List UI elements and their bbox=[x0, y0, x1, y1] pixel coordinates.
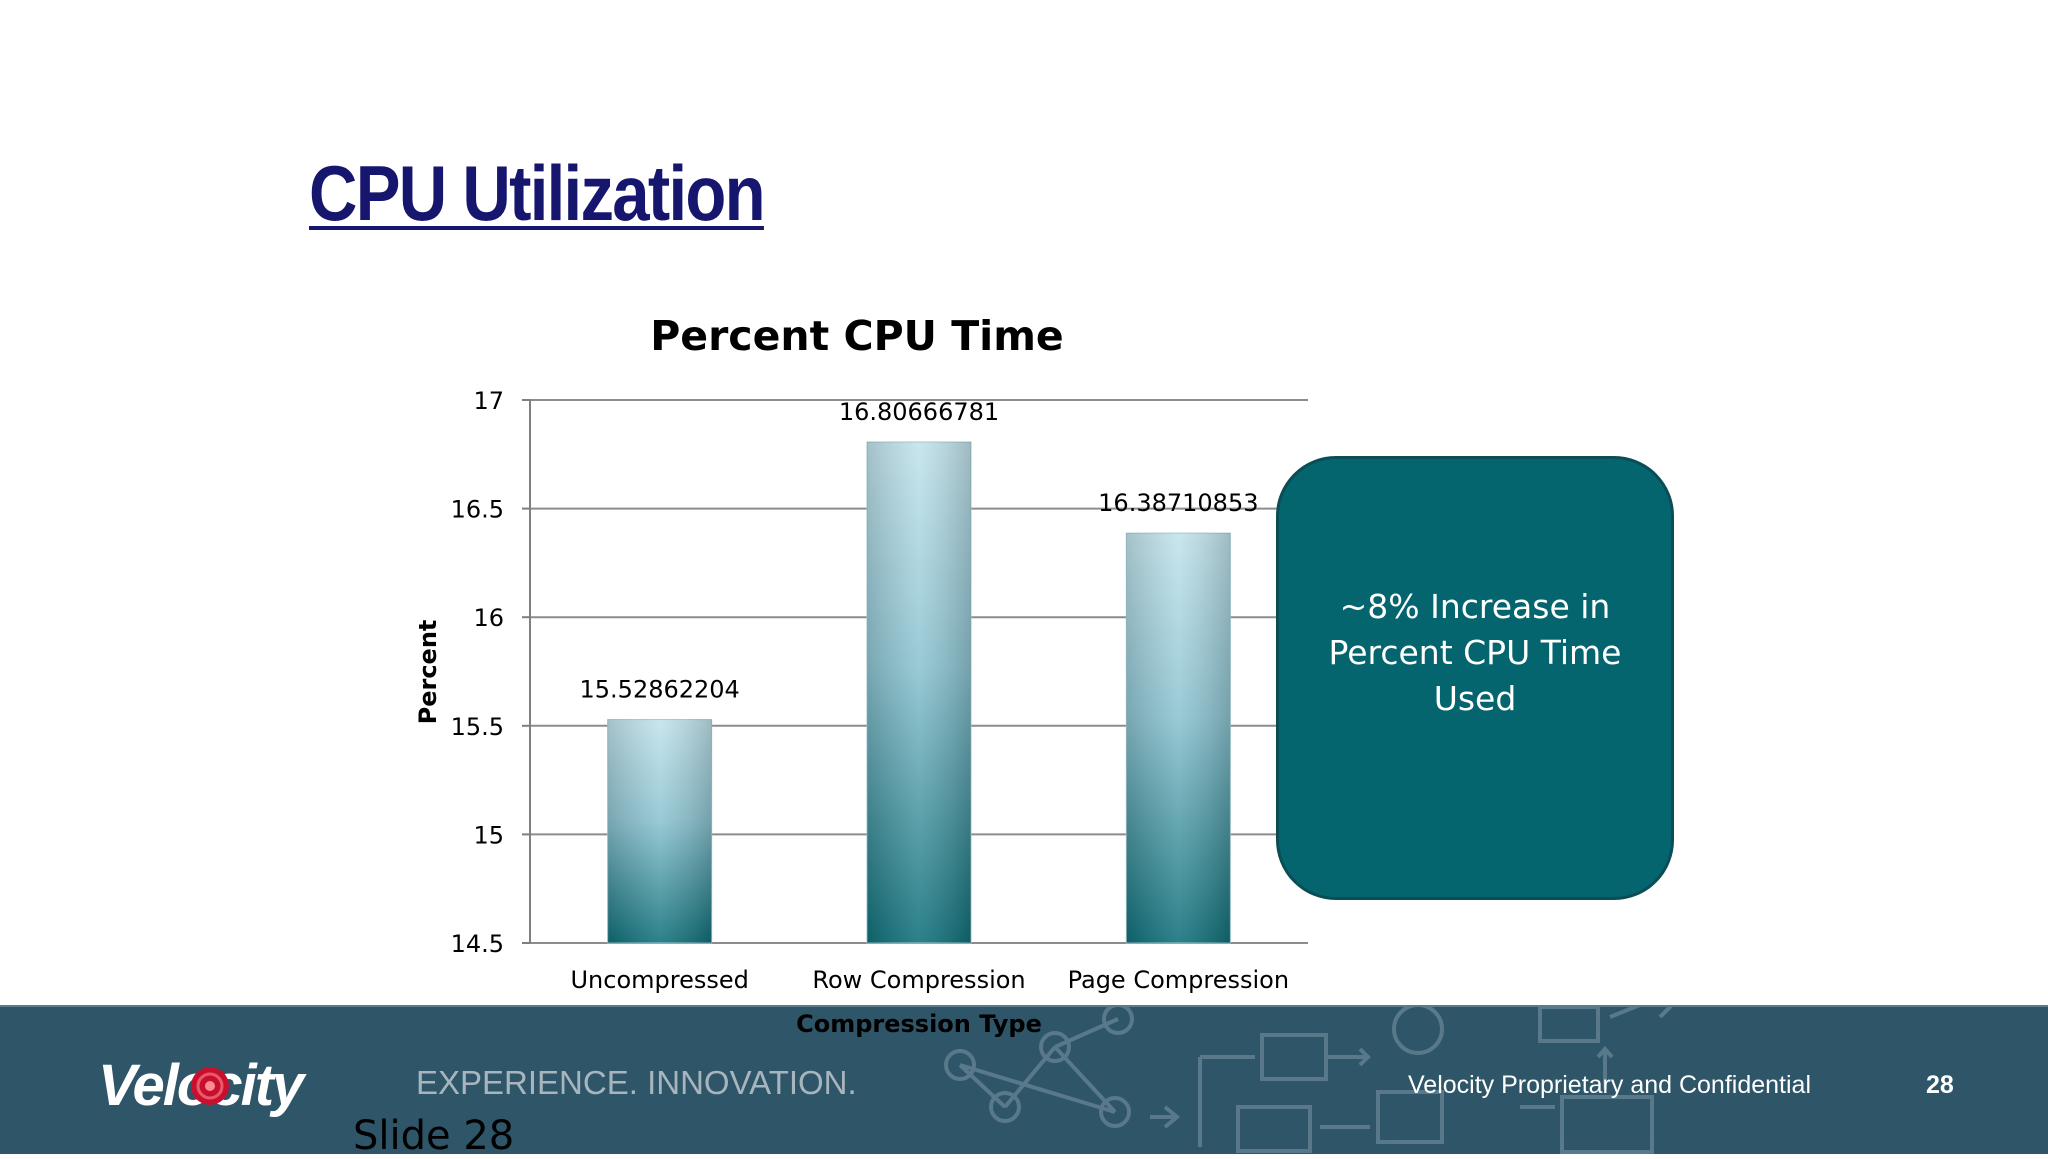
x-tick-labels: Uncompressed Row Compression Page Compress… bbox=[570, 966, 1289, 994]
footer-bar: Velocity EXPERIENCE. INNOVATION. Velocit… bbox=[0, 1005, 2048, 1154]
value-label: 15.52862204 bbox=[580, 676, 740, 704]
network-diagram-decoration bbox=[944, 1007, 1673, 1154]
y-tick-label: 16 bbox=[473, 604, 504, 632]
y-tick-label: 16.5 bbox=[451, 496, 504, 524]
velocity-logo: Velocity bbox=[98, 1052, 304, 1119]
bar-shading bbox=[867, 441, 971, 943]
x-tick-label: Row Compression bbox=[812, 966, 1025, 994]
bar-shading bbox=[1126, 533, 1231, 943]
bar-shading bbox=[607, 719, 712, 943]
y-tick-label: 15.5 bbox=[451, 713, 504, 741]
y-axis-label: Percent bbox=[414, 620, 442, 725]
bar-chart: Percent CPU Time 14.5 15 15.5 16 16.5 17 15.5… bbox=[414, 312, 1308, 994]
callout-text: ~8% Increase in Percent CPU Time Used bbox=[1328, 587, 1622, 718]
x-tick-label: Uncompressed bbox=[570, 966, 748, 994]
y-ticks: 14.5 15 15.5 16 16.5 17 bbox=[451, 387, 530, 958]
bars bbox=[607, 441, 1231, 944]
confidential-notice: Velocity Proprietary and Confidential bbox=[1408, 1071, 1812, 1099]
value-labels: 15.52862204 16.80666781 16.38710853 bbox=[580, 398, 1259, 704]
y-tick-label: 15 bbox=[473, 821, 504, 849]
x-tick-label: Page Compression bbox=[1068, 966, 1289, 994]
value-label: 16.38710853 bbox=[1098, 489, 1258, 517]
y-tick-label: 17 bbox=[473, 387, 504, 415]
slide-label: Slide 28 bbox=[353, 1113, 515, 1159]
logo-target-icon bbox=[191, 1067, 229, 1105]
page-number: 28 bbox=[1926, 1071, 1954, 1099]
slide-title: CPU Utilization bbox=[309, 149, 766, 237]
value-label: 16.80666781 bbox=[839, 398, 999, 426]
footer-tagline: EXPERIENCE. INNOVATION. bbox=[416, 1064, 857, 1101]
callout-box: ~8% Increase in Percent CPU Time Used bbox=[1276, 456, 1674, 900]
y-tick-label: 14.5 bbox=[451, 930, 504, 958]
chart-title: Percent CPU Time bbox=[650, 312, 1064, 360]
